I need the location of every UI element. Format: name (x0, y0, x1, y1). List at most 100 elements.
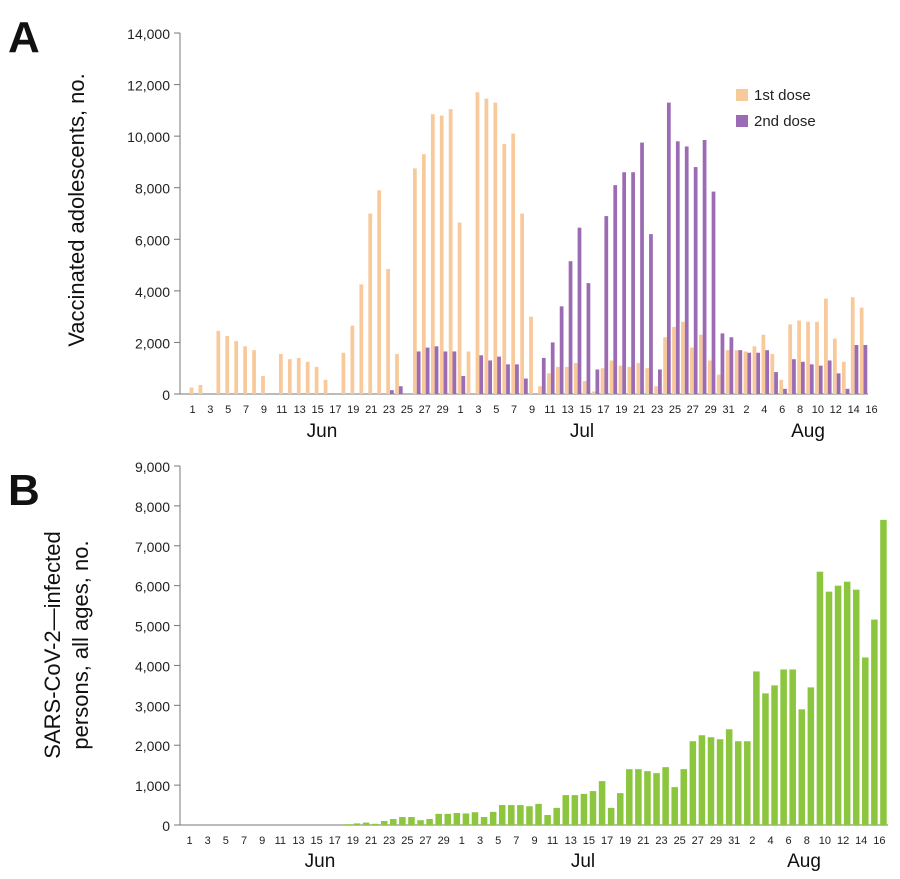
x-tick-label-b: 9 (531, 835, 537, 847)
bar-2nd-dose (818, 365, 823, 394)
bar-2nd-dose (506, 364, 510, 394)
bar-1st-dose (832, 338, 837, 394)
x-tick-label-b: 9 (259, 835, 265, 847)
bar-infected (680, 769, 688, 825)
x-tick-label-b: 21 (637, 835, 649, 847)
bar-1st-dose (430, 114, 435, 394)
y-tick-label-b: 5,000 (135, 619, 170, 635)
x-tick-label-a: 16 (865, 404, 877, 416)
bar-1st-dose (359, 284, 364, 394)
month-label-a: Jun (307, 421, 338, 442)
x-tick-label-a: 23 (651, 404, 663, 416)
month-label-b: Aug (787, 851, 821, 872)
bar-2nd-dose (425, 347, 430, 394)
month-label-a: Jul (570, 421, 594, 442)
bar-1st-dose (341, 352, 346, 394)
bar-2nd-dose (854, 345, 859, 394)
bar-infected (862, 657, 869, 825)
x-tick-label-b: 1 (186, 835, 192, 847)
x-tick-label-b: 25 (401, 835, 413, 847)
bar-1st-dose (627, 366, 632, 394)
y-tick-label-b: 1,000 (135, 778, 170, 794)
bar-infected (535, 803, 542, 825)
bar-1st-dose (457, 222, 462, 394)
bar-1st-dose (725, 350, 730, 394)
bar-infected (707, 737, 715, 825)
bar-1st-dose (609, 360, 614, 394)
bar-2nd-dose (800, 361, 805, 394)
panel-letter-b: B (8, 466, 40, 515)
bar-infected (871, 619, 878, 825)
bar-1st-dose (234, 341, 239, 394)
bar-1st-dose (502, 143, 507, 394)
x-tick-label-a: 5 (225, 404, 231, 416)
bar-1st-dose (636, 363, 641, 394)
bar-1st-dose (743, 351, 748, 394)
bar-1st-dose (296, 357, 301, 394)
x-tick-label-b: 15 (310, 835, 322, 847)
bar-infected (371, 823, 379, 825)
y-tick-label-b: 6,000 (135, 579, 170, 595)
x-tick-label-a: 15 (579, 404, 591, 416)
bar-2nd-dose (738, 350, 743, 394)
bar-2nd-dose (658, 369, 662, 394)
bar-infected (426, 819, 433, 825)
y-tick-label-a: 8,000 (135, 181, 170, 197)
bar-1st-dose (573, 363, 578, 394)
bar-1st-dose (564, 366, 569, 394)
legend-swatch-1st-dose (736, 89, 748, 101)
x-tick-label-b: 16 (873, 835, 885, 847)
bar-infected (399, 817, 406, 825)
x-tick-label-b: 17 (601, 835, 613, 847)
bar-2nd-dose (747, 352, 752, 394)
bar-1st-dose (323, 379, 328, 394)
bar-2nd-dose (595, 369, 600, 394)
y-tick-label-a: 2,000 (135, 335, 170, 351)
bar-infected (744, 741, 751, 825)
bar-2nd-dose (559, 306, 564, 394)
month-label-a: Aug (791, 421, 825, 442)
x-tick-label-b: 27 (419, 835, 431, 847)
bar-2nd-dose (675, 141, 680, 394)
x-tick-label-a: 15 (311, 404, 323, 416)
bar-1st-dose (716, 374, 721, 394)
bar-1st-dose (547, 373, 551, 394)
bar-1st-dose (734, 350, 739, 394)
legend-label-1st-dose: 1st dose (754, 87, 811, 104)
x-tick-label-a: 10 (812, 404, 824, 416)
bar-2nd-dose (863, 345, 868, 394)
y-axis-title-a: Vaccinated adolescents, no. (64, 73, 89, 347)
bar-infected (489, 811, 497, 825)
bar-1st-dose (225, 335, 230, 394)
bar-infected (698, 735, 706, 825)
bar-1st-dose (752, 346, 757, 394)
bar-1st-dose (279, 354, 283, 394)
bar-infected (843, 581, 851, 825)
x-tick-label-a: 25 (401, 404, 413, 416)
x-tick-label-b: 25 (674, 835, 686, 847)
bar-infected (553, 807, 560, 825)
bar-2nd-dose (684, 146, 689, 394)
y-tick-label-b: 4,000 (135, 658, 170, 674)
bar-1st-dose (815, 321, 819, 394)
bar-infected (852, 589, 860, 825)
y-tick-label-b: 9,000 (135, 459, 170, 475)
bar-infected (480, 817, 488, 825)
x-tick-label-a: 6 (779, 404, 785, 416)
bar-1st-dose (698, 334, 703, 394)
bar-infected (380, 821, 388, 825)
bar-1st-dose (806, 321, 810, 394)
bar-infected (344, 824, 352, 825)
bar-infected (390, 819, 397, 825)
bar-1st-dose (555, 366, 560, 394)
bar-2nd-dose (622, 172, 627, 394)
bar-1st-dose (439, 115, 444, 394)
x-tick-label-a: 29 (436, 404, 448, 416)
bar-infected (508, 805, 515, 825)
bar-2nd-dose (640, 142, 644, 394)
bar-infected (716, 739, 724, 825)
y-axis-title-b: SARS-CoV-2—infected persons, all ages, no… (40, 531, 93, 758)
panel-letter-a: A (8, 13, 40, 62)
bars-a (189, 92, 868, 395)
